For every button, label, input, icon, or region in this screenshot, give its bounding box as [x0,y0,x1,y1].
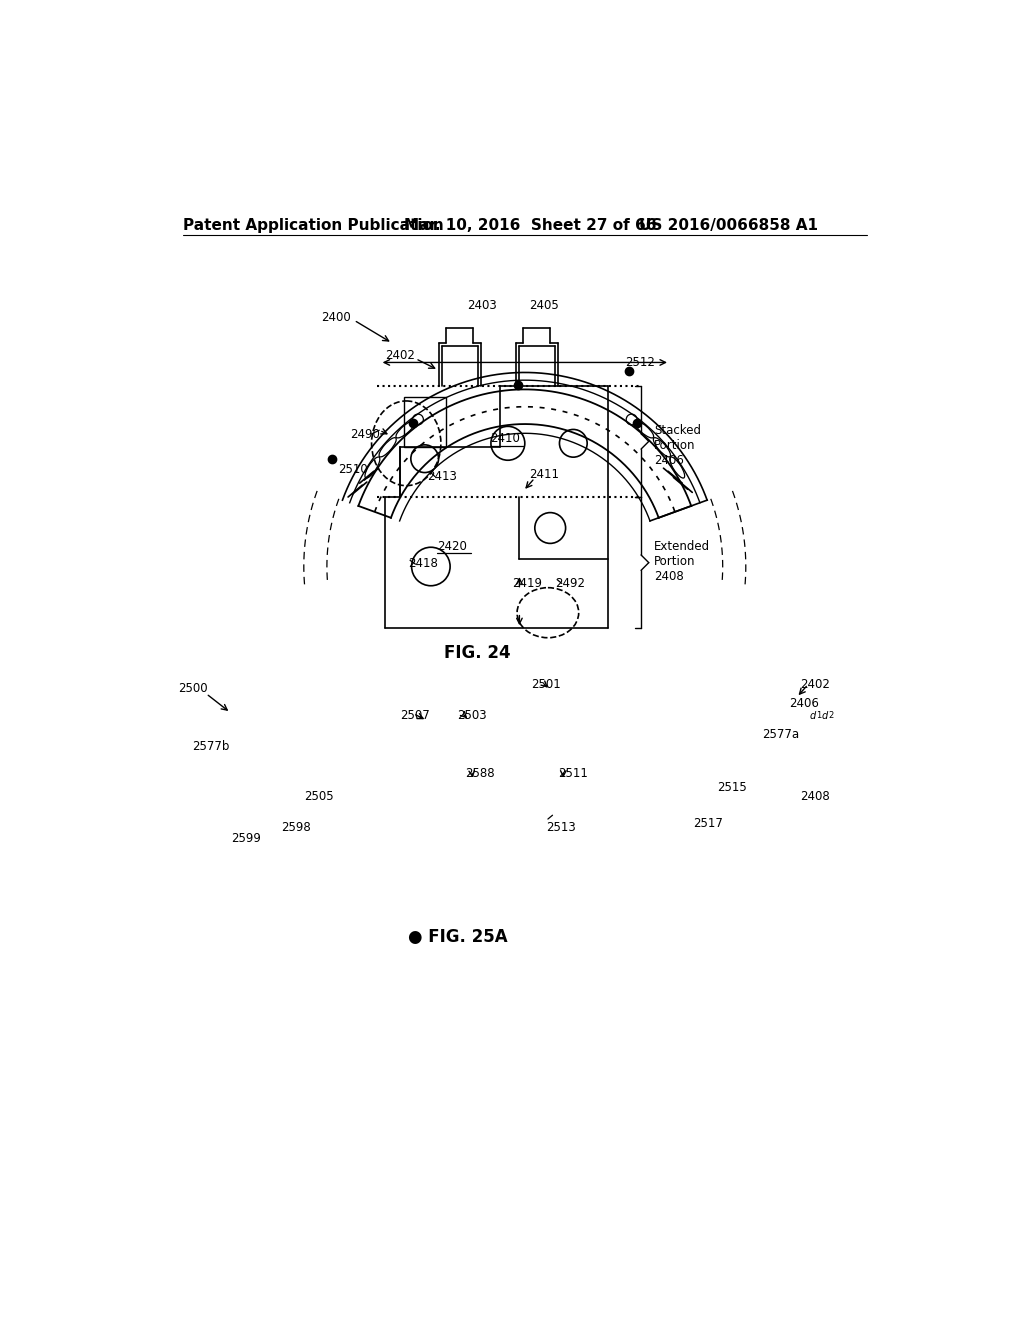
Text: 2402: 2402 [385,350,415,363]
Text: 2: 2 [828,711,834,721]
Text: ● FIG. 25A: ● FIG. 25A [408,928,507,946]
Text: 2517: 2517 [692,817,723,830]
Text: 2510: 2510 [338,463,368,477]
Text: US 2016/0066858 A1: US 2016/0066858 A1 [639,218,818,234]
Text: d: d [810,711,816,721]
Text: 2505: 2505 [304,789,334,803]
Bar [403,397,446,447]
Text: 2403: 2403 [467,298,497,312]
Text: 2577b: 2577b [193,739,229,752]
Text: 2598: 2598 [281,821,310,834]
Text: 2490: 2490 [350,428,380,441]
Text: 2413: 2413 [427,470,457,483]
Text: 2515: 2515 [717,780,748,793]
Text: 2411: 2411 [528,469,559,480]
Text: 2420: 2420 [437,540,467,553]
Text: 2418: 2418 [408,557,437,570]
Text: 2419: 2419 [512,577,543,590]
Text: 2511: 2511 [558,767,588,780]
Text: 2503: 2503 [457,709,486,722]
Text: Mar. 10, 2016  Sheet 27 of 66: Mar. 10, 2016 Sheet 27 of 66 [403,218,656,234]
Text: 2577a: 2577a [762,729,799,742]
Text: 2501: 2501 [531,678,561,692]
Text: 2588: 2588 [466,767,496,780]
Text: 2410: 2410 [490,432,520,445]
Text: Stacked
Portion
2406: Stacked Portion 2406 [654,424,701,467]
Text: 2400: 2400 [322,312,351,323]
Text: Extended
Portion
2408: Extended Portion 2408 [654,540,711,582]
Text: d: d [822,711,828,721]
Text: 2408: 2408 [801,789,830,803]
Text: 2405: 2405 [528,298,558,312]
Text: 2492: 2492 [556,577,586,590]
Text: 1: 1 [816,711,821,721]
Text: 2402: 2402 [801,678,830,692]
Text: Patent Application Publication: Patent Application Publication [183,218,443,234]
Text: 2512: 2512 [625,356,654,370]
Text: 2599: 2599 [230,832,260,845]
Text: 2507: 2507 [400,709,430,722]
Text: 2513: 2513 [547,821,577,834]
Text: FIG. 24: FIG. 24 [443,644,510,661]
Text: 2500: 2500 [178,682,208,696]
Text: 2406: 2406 [788,697,819,710]
